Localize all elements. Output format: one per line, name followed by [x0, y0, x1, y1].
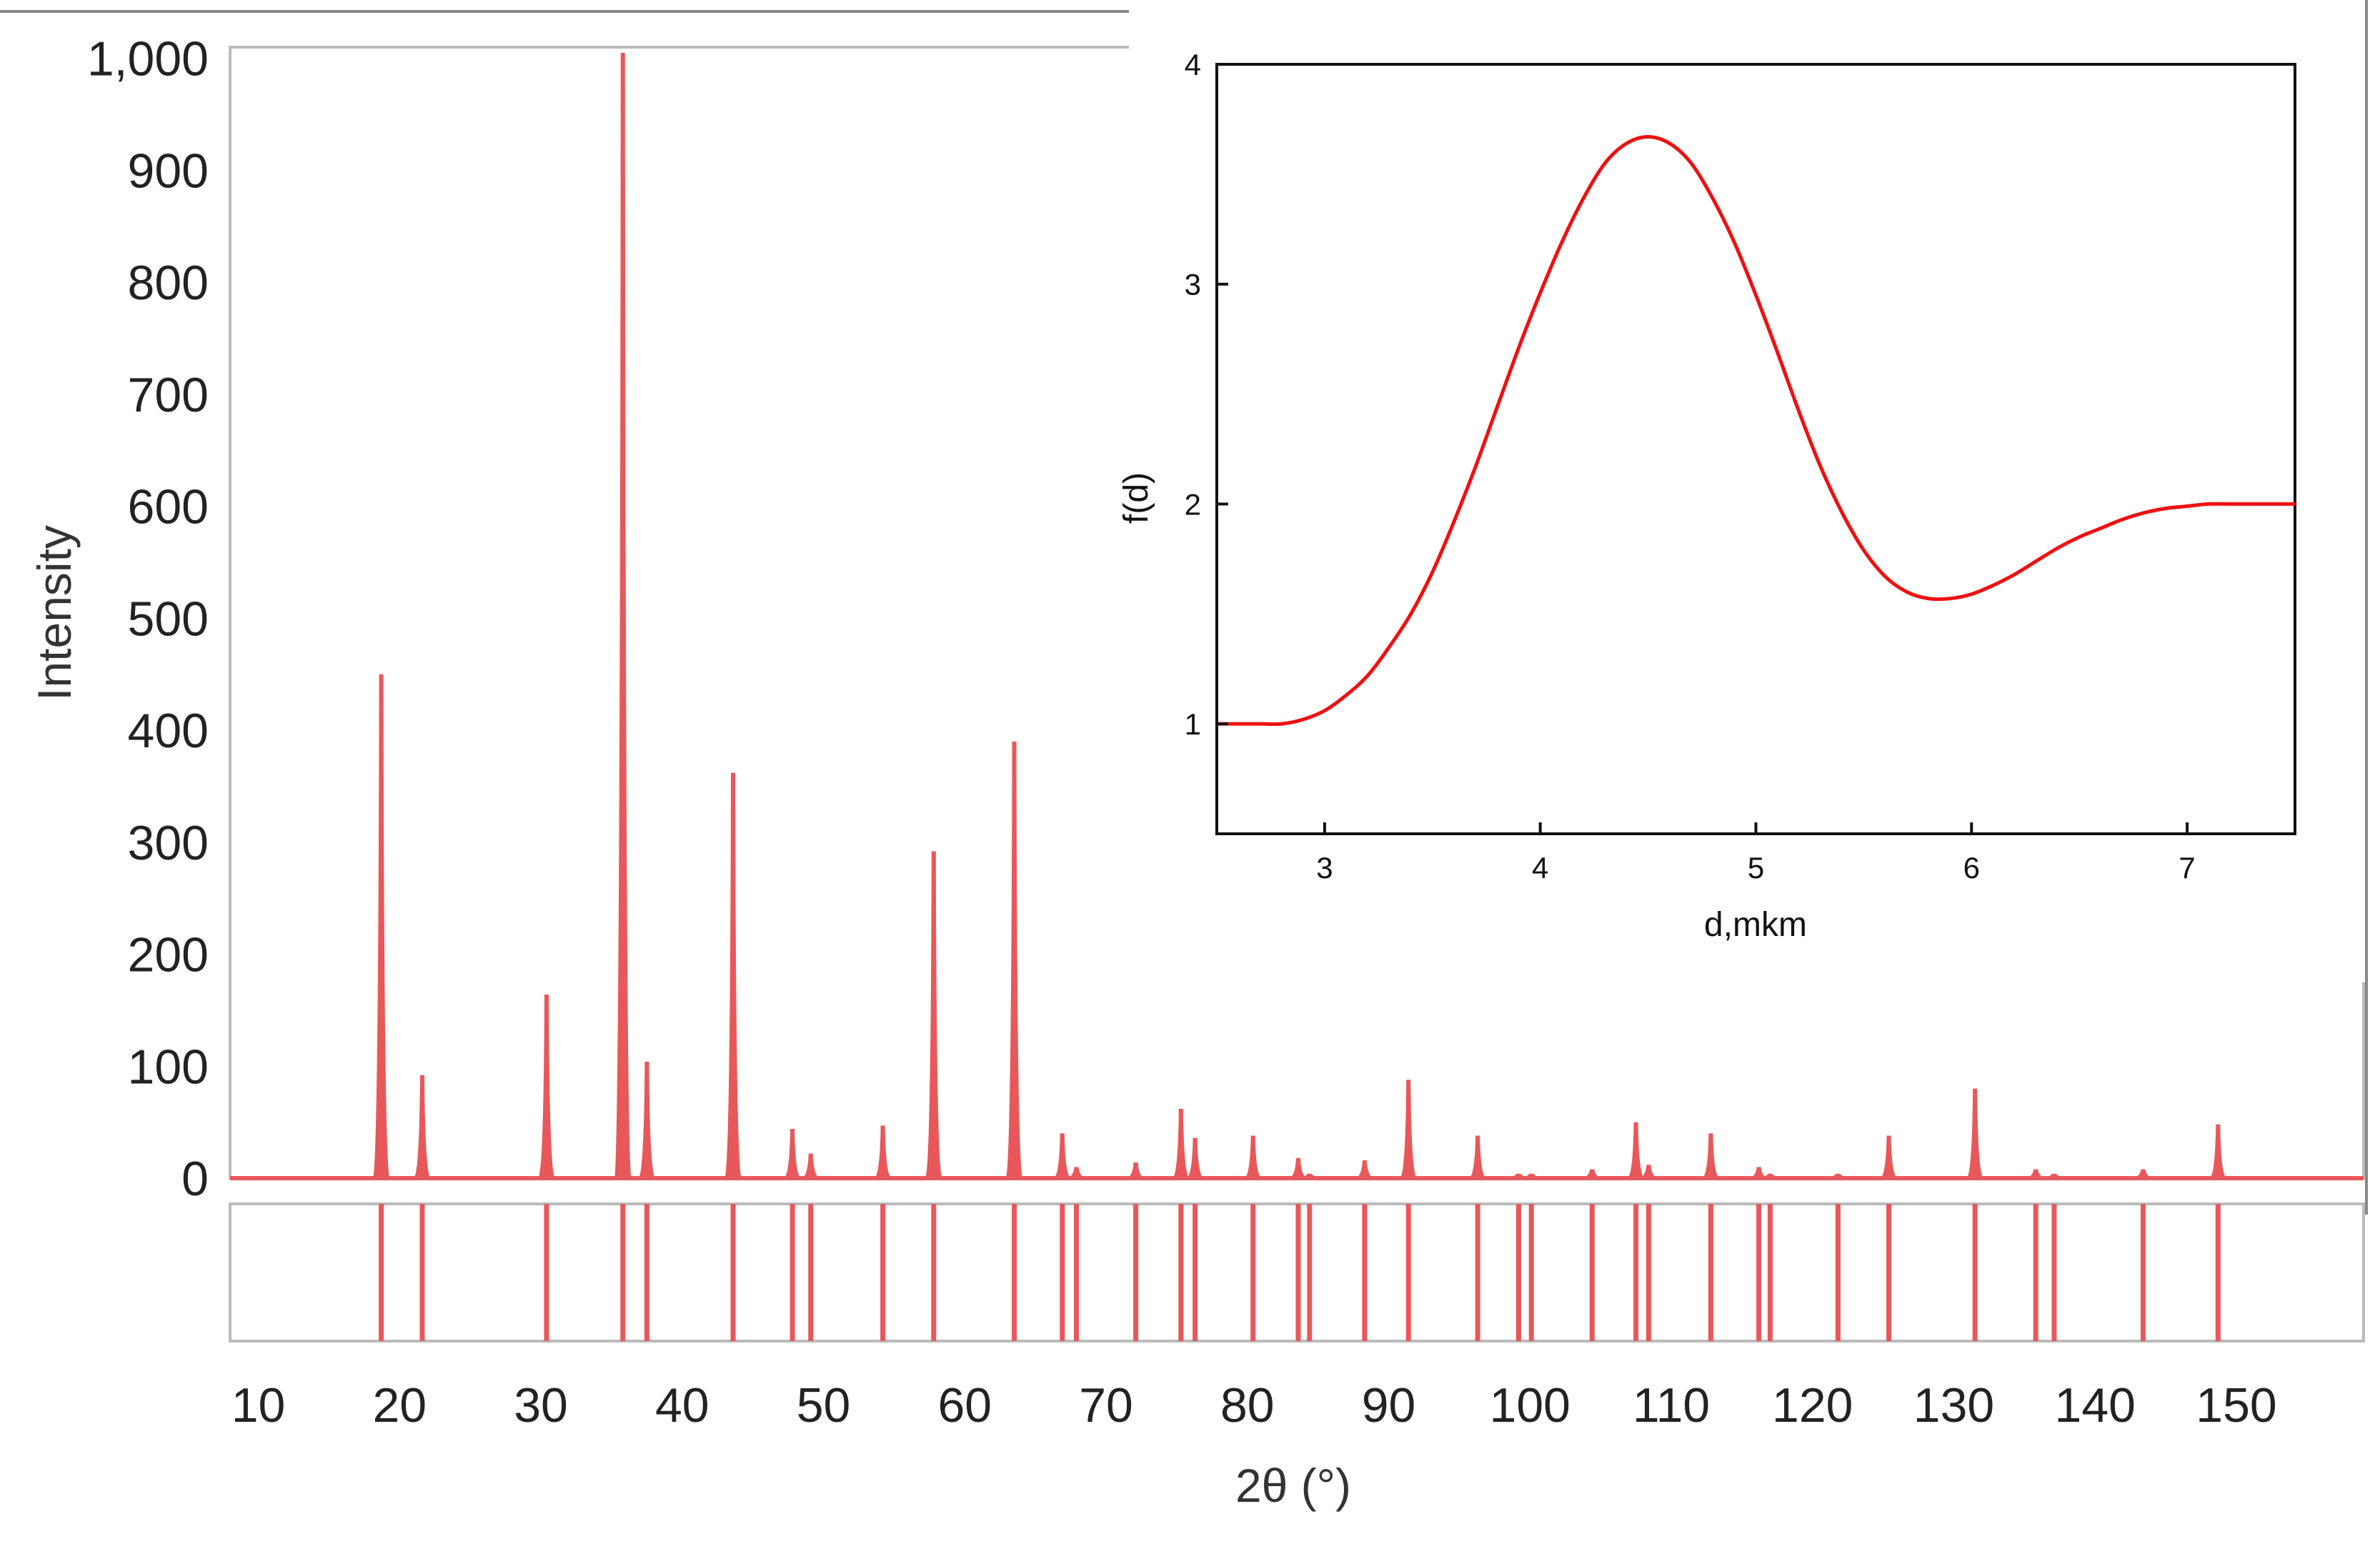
xrd-x-tick-label: 110: [1633, 1378, 1710, 1433]
xrd-y-tick-label: 200: [128, 928, 209, 982]
inset-y-axis-label: f(d): [1117, 472, 1155, 524]
inset-x-tick-label: 4: [1532, 851, 1548, 885]
inset-background: [1129, 0, 2365, 982]
xrd-peak: [1627, 1122, 1645, 1178]
inset-y-tick-label: 3: [1185, 268, 1201, 302]
xrd-x-tick-label: 30: [514, 1378, 568, 1433]
inset-series-line: [1216, 135, 2295, 727]
xrd-peak: [2134, 1169, 2152, 1178]
xrd-x-tick-label: 100: [1490, 1378, 1570, 1433]
xrd-peak: [1172, 1108, 1190, 1178]
xrd-peak: [1583, 1169, 1601, 1178]
xrd-peak: [1400, 1080, 1418, 1178]
xrd-peak: [1067, 1167, 1085, 1178]
xrd-y-axis-label: Intensity: [28, 525, 81, 701]
inset-y-tick-label: 1: [1185, 707, 1201, 741]
xrd-y-tick-label: 800: [128, 256, 209, 310]
xrd-x-tick-label: 70: [1079, 1378, 1133, 1433]
xrd-peak: [614, 52, 632, 1178]
xrd-peak: [1880, 1135, 1898, 1178]
xrd-peak: [2209, 1124, 2227, 1178]
xrd-peak: [1244, 1135, 1262, 1178]
xrd-peak: [802, 1153, 820, 1178]
xrd-y-tick-label: 1,000: [87, 32, 209, 86]
xrd-y-tick-label: 100: [128, 1040, 209, 1094]
xrd-peak: [1289, 1157, 1307, 1178]
xrd-y-tick-label: 700: [128, 368, 209, 422]
inset-x-tick-label: 7: [2179, 851, 2195, 885]
xrd-peak: [925, 851, 942, 1178]
xrd-y-tick-label: 400: [128, 704, 209, 758]
xrd-peak: [1750, 1167, 1768, 1178]
inset-chart: 1 2 3 4 3 4 5 6 7 d,mkm f(d): [1117, 0, 2365, 982]
inset-x-tick-labels: 3 4 5 6 7: [1316, 822, 2196, 885]
xrd-peak: [1761, 1173, 1779, 1178]
xrd-y-tick-labels: 0 100 200 300 400 500 600 700 800 900 1,000: [87, 32, 209, 1206]
xrd-peak: [1702, 1133, 1720, 1178]
xrd-peak: [2027, 1169, 2045, 1178]
xrd-x-tick-label: 120: [1772, 1378, 1853, 1433]
xrd-x-tick-label: 140: [2055, 1378, 2136, 1433]
xrd-x-tick-label: 50: [797, 1378, 851, 1433]
xrd-x-axis-label: 2θ (°): [1235, 1459, 1351, 1512]
inset-y-tick-label: 2: [1185, 487, 1201, 521]
inset-x-tick-label: 5: [1748, 851, 1764, 885]
xrd-x-tick-labels: 10 20 30 40 50 60 70 80 90 100 110 120 130 140 150: [231, 1378, 2277, 1433]
xrd-peak: [874, 1125, 892, 1178]
inset-x-axis-label: d,mkm: [1704, 906, 1807, 944]
xrd-peak: [1300, 1173, 1318, 1178]
xrd-peak: [1355, 1160, 1373, 1178]
xrd-x-tick-label: 20: [372, 1378, 427, 1433]
xrd-y-tick-label: 300: [128, 816, 209, 870]
xrd-peak: [1640, 1165, 1658, 1178]
xrd-peak: [784, 1129, 802, 1178]
xrd-x-tick-label: 40: [655, 1378, 709, 1433]
xrd-x-tick-label: 10: [231, 1378, 286, 1433]
xrd-peak: [537, 994, 555, 1178]
xrd-x-tick-label: 90: [1362, 1378, 1416, 1433]
xrd-peak: [1127, 1162, 1145, 1178]
xrd-peak: [638, 1061, 656, 1178]
xrd-peak: [1469, 1135, 1487, 1178]
xrd-peak: [1510, 1173, 1528, 1178]
xrd-x-tick-label: 80: [1220, 1378, 1275, 1433]
xrd-peak: [1966, 1088, 1984, 1178]
xrd-reference-lines: [379, 1204, 2221, 1341]
xrd-x-tick-label: 130: [1913, 1378, 1994, 1433]
xrd-peak: [1005, 741, 1023, 1178]
xrd-y-tick-label: 0: [181, 1152, 209, 1206]
xrd-y-tick-label: 600: [128, 480, 209, 534]
xrd-x-tick-label: 150: [2196, 1378, 2276, 1433]
xrd-peak: [2045, 1173, 2063, 1178]
xrd-peak: [413, 1075, 431, 1178]
xrd-y-tick-label: 500: [128, 592, 209, 646]
xrd-peak: [1523, 1173, 1540, 1178]
inset-x-tick-label: 6: [1963, 851, 1980, 885]
inset-y-tick-labels: 1 2 3 4: [1185, 48, 1228, 741]
inset-x-tick-label: 3: [1316, 851, 1333, 885]
inset-y-tick-label: 4: [1185, 48, 1201, 81]
xrd-x-tick-label: 60: [937, 1378, 992, 1433]
xrd-peak: [1186, 1137, 1204, 1178]
xrd-peak: [1829, 1173, 1847, 1178]
xrd-peaks: [372, 52, 2227, 1178]
xrd-peak: [724, 772, 742, 1178]
xrd-y-tick-label: 900: [128, 144, 209, 198]
xrd-peak: [372, 674, 390, 1178]
xrd-peak: [1053, 1133, 1071, 1178]
